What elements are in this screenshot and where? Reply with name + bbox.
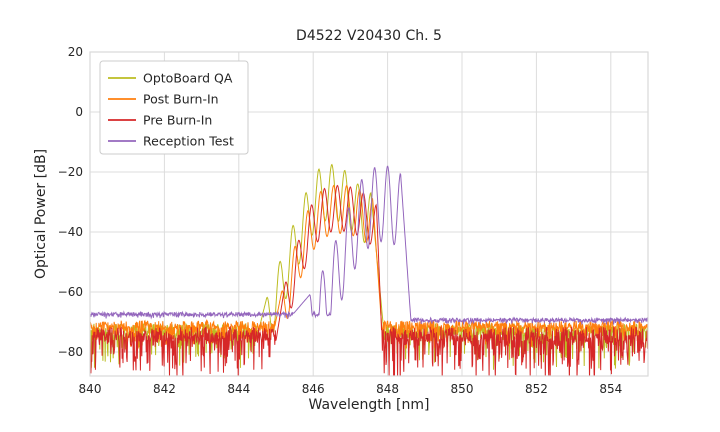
- series-curves: [90, 163, 648, 376]
- series-reception-test: [90, 165, 648, 325]
- x-tick-label: 852: [525, 382, 548, 396]
- x-tick-label: 846: [302, 382, 325, 396]
- x-tick-label: 854: [599, 382, 622, 396]
- axis-tick-labels: 840 842 844 846 848 850 852 854 20 0 −20 −40 −60 −80: [58, 45, 623, 396]
- legend: OptoBoard QA Post Burn-In Pre Burn-In Recep…: [99, 60, 249, 155]
- x-axis-label: Wavelength [nm]: [309, 397, 430, 413]
- y-tick-label: 20: [68, 45, 83, 59]
- x-tick-label: 842: [153, 382, 176, 396]
- x-tick-label: 840: [79, 382, 102, 396]
- x-tick-label: 850: [451, 382, 474, 396]
- x-tick-label: 844: [227, 382, 250, 396]
- legend-box: [99, 60, 249, 155]
- chart-title: D4522 V20430 Ch. 5: [296, 28, 442, 44]
- y-axis-label: Optical Power [dB]: [33, 149, 49, 279]
- plot-frame: [89, 51, 649, 377]
- y-tick-label: −60: [58, 285, 83, 299]
- legend-label-optoboard-qa: OptoBoard QA: [143, 71, 233, 86]
- y-tick-label: −40: [58, 225, 83, 239]
- legend-label-reception-test: Reception Test: [143, 134, 234, 149]
- y-tick-label: 0: [75, 105, 83, 119]
- y-tick-label: −80: [58, 345, 83, 359]
- x-tick-label: 848: [376, 382, 399, 396]
- legend-label-post-burn-in: Post Burn-In: [143, 92, 219, 107]
- y-tick-label: −20: [58, 165, 83, 179]
- legend-label-pre-burn-in: Pre Burn-In: [143, 113, 212, 128]
